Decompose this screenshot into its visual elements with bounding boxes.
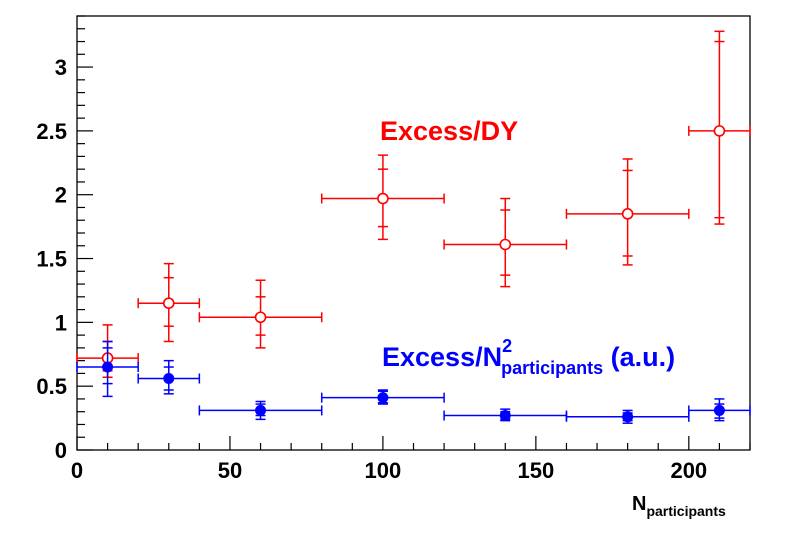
y-tick-label: 0.5: [36, 374, 67, 399]
x-tick-label: 100: [365, 458, 402, 483]
annotation-excess-npart-sup: 2: [502, 336, 512, 356]
data-point: [499, 410, 511, 422]
y-tick-label: 1: [55, 310, 67, 335]
data-series: [76, 30, 751, 424]
x-tick-label: 150: [518, 458, 555, 483]
data-point: [162, 297, 175, 310]
annotation-excess-npart-prefix: Excess/N: [382, 342, 502, 372]
data-point: [254, 311, 267, 324]
data-point: [713, 125, 726, 137]
x-axis-label: Nparticipants: [632, 493, 726, 519]
axes: 0 50 100 150 200 0 0.5 1 1.5 2 2.5 3: [36, 15, 751, 483]
y-tick-label: 2.5: [36, 119, 67, 144]
data-point: [163, 373, 175, 385]
data-point: [255, 404, 267, 416]
annotation-excess-npart: Excess/N2 participants (a.u.): [382, 336, 675, 378]
data-point: [377, 392, 389, 404]
data-point: [622, 411, 634, 423]
annotation-excess-dy: Excess/DY: [380, 116, 518, 146]
data-point: [713, 404, 725, 416]
data-point: [621, 208, 634, 220]
x-axis-label-main: N: [632, 493, 646, 515]
annotation-excess-npart-sub: participants: [501, 358, 603, 378]
plot-frame: [76, 15, 751, 451]
data-point: [499, 238, 512, 251]
series-excess-dy: [76, 30, 751, 378]
data-point: [377, 192, 389, 205]
x-axis-label-sub: participants: [646, 503, 726, 519]
y-tick-label: 1.5: [36, 247, 67, 272]
y-tick-label: 2: [55, 183, 67, 208]
y-tick-label: 0: [55, 438, 67, 463]
series-excess-npart: [76, 340, 751, 424]
y-tick-label: 3: [55, 55, 67, 80]
data-point: [102, 361, 114, 373]
x-tick-label: 200: [670, 458, 707, 483]
x-tick-label: 50: [218, 458, 242, 483]
x-tick-label: 0: [71, 458, 83, 483]
annotation-excess-npart-suffix: (a.u.): [603, 342, 675, 372]
